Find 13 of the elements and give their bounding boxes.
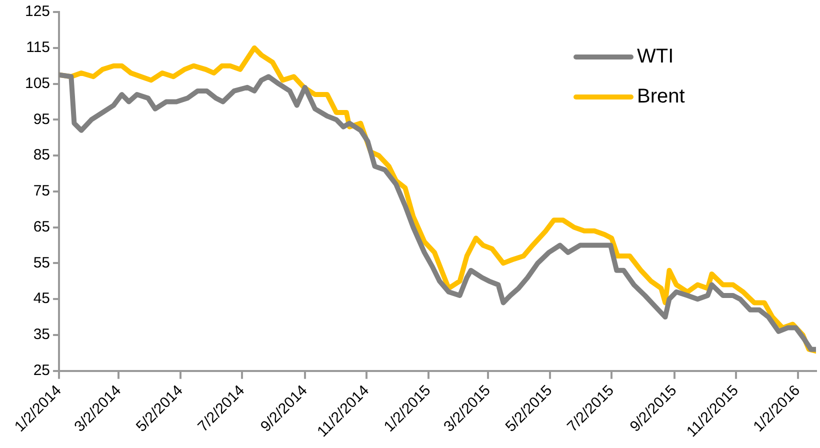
y-tick-label: 125 [24,3,50,20]
legend-label: Brent [637,86,686,108]
y-tick-label: 75 [33,182,50,200]
y-tick-label: 105 [24,74,50,92]
y-tick-label: 25 [33,362,50,380]
legend-label: WTI [637,46,674,68]
y-tick-label: 115 [26,39,50,56]
y-tick-label: 35 [33,326,50,344]
y-tick-label: 45 [33,290,50,308]
y-tick-label: 95 [33,110,50,128]
y-tick-label: 55 [33,254,50,272]
y-tick-label: 65 [33,218,50,236]
y-tick-label: 85 [33,146,50,164]
